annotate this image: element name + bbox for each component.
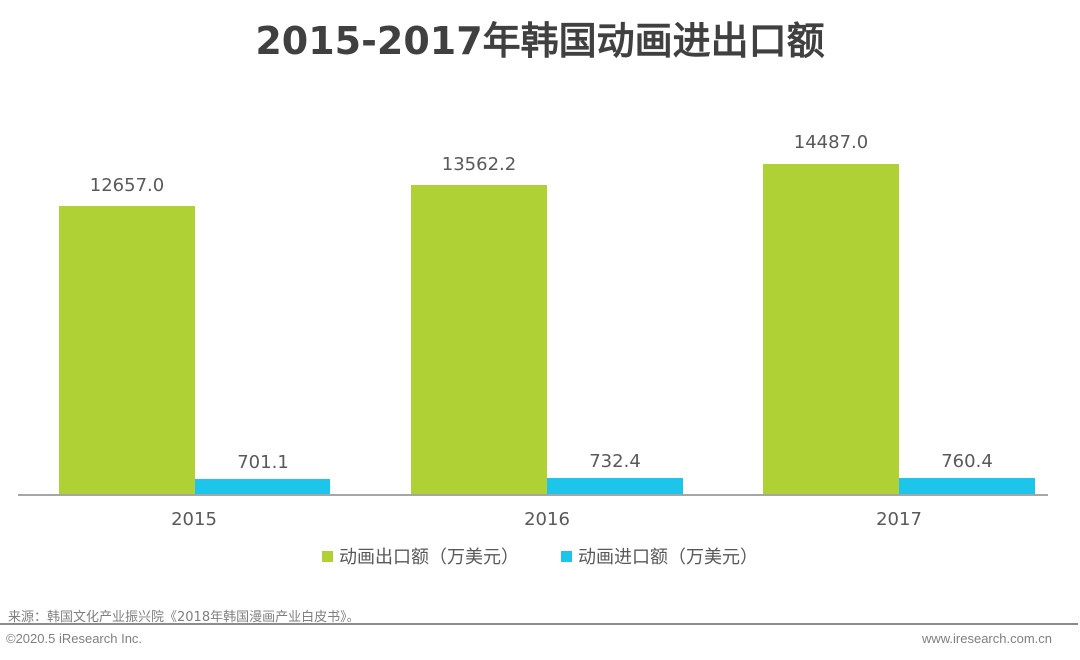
copyright: ©2020.5 iResearch Inc. xyxy=(6,631,143,646)
category-2015: 2015 xyxy=(171,509,217,530)
bar-export-2017 xyxy=(763,164,899,495)
source-note: 来源：韩国文化产业振兴院《2018年韩国漫画产业白皮书》。 xyxy=(8,610,360,625)
legend-item-import: 动画进口额（万美元） xyxy=(561,543,758,569)
chart-title: 2015-2017年韩国动画进出口额 xyxy=(255,19,825,63)
footer-divider xyxy=(0,623,1078,625)
bar-import-2016 xyxy=(547,478,683,495)
legend-label-export: 动画出口额（万美元） xyxy=(339,547,519,568)
label-export-2016: 13562.2 xyxy=(441,154,517,175)
bar-import-2015 xyxy=(195,479,330,495)
bar-export-2016 xyxy=(411,185,547,495)
website-link: www.iresearch.com.cn xyxy=(921,631,1052,646)
legend-swatch-import-icon xyxy=(561,550,572,562)
category-2017: 2017 xyxy=(876,509,922,530)
x-axis-line xyxy=(18,494,1048,496)
legend-swatch-export-icon xyxy=(322,550,333,562)
legend-item-export: 动画出口额（万美元） xyxy=(322,543,519,569)
legend: 动画出口额（万美元） 动画进口额（万美元） xyxy=(0,543,1080,569)
bar-import-2017 xyxy=(899,478,1035,495)
label-import-2017: 760.4 xyxy=(941,451,993,472)
category-2016: 2016 xyxy=(524,509,570,530)
legend-label-import: 动画进口额（万美元） xyxy=(578,547,758,568)
label-import-2016: 732.4 xyxy=(589,451,641,472)
bar-export-2015 xyxy=(59,206,195,495)
label-export-2017: 14487.0 xyxy=(793,132,869,153)
label-import-2015: 701.1 xyxy=(237,452,289,473)
label-export-2015: 12657.0 xyxy=(89,175,165,196)
